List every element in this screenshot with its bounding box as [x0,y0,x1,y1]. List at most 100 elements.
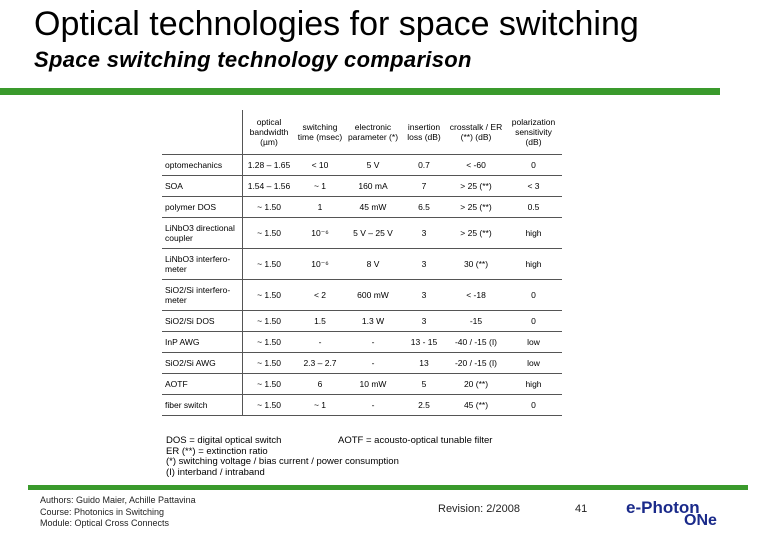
header-cell: crosstalk / ER (**) (dB) [447,110,505,155]
table-cell: 3 [401,279,447,311]
legend-line: DOS = digital optical switch [166,435,282,446]
table-cell: 30 (**) [447,248,505,280]
table-cell: < -18 [447,279,505,311]
table-cell: ~ 1 [295,175,345,197]
table-cell: -15 [447,310,505,332]
table-cell: ~ 1.50 [242,331,295,353]
table-cell: - [345,352,401,374]
table-cell: 5 V [345,154,401,176]
table-cell: 0 [505,279,562,311]
slide-subtitle: Space switching technology comparison [34,47,472,72]
legend: DOS = digital optical switch ER (**) = e… [166,435,492,478]
table-cell: ~ 1.50 [242,352,295,374]
table-cell: 1.54 – 1.56 [242,175,295,197]
table-cell: 160 mA [345,175,401,197]
table-cell: 13 - 15 [401,331,447,353]
logo-line1: e-Photon [626,498,700,517]
logo-line2: ONe [684,512,717,529]
table-cell: - [345,394,401,416]
table-cell: 3 [401,248,447,280]
table-cell: 600 mW [345,279,401,311]
table-cell: low [505,331,562,353]
table-cell: 10⁻⁶ [295,248,345,280]
table-row: SiO2/Si AWG ~ 1.50 2.3 – 2.7-13 -20 / -15 (… [162,352,562,374]
table-cell: 3 [401,217,447,249]
technology-name-cell: LiNbO3 directional coupler [162,217,243,249]
table-cell: -40 / -15 (I) [447,331,505,353]
table-cell: high [505,248,562,280]
table-cell: 13 [401,352,447,374]
table-row: SOA 1.54 – 1.56 ~ 1 160 mA 7 > 25 (**) < 3 [162,175,562,197]
legend-aotf: AOTF = acousto-optical tunable filter [338,435,493,446]
table-cell: 6 [295,373,345,395]
table-cell: - [345,331,401,353]
technology-name-cell: LiNbO3 interfero-meter [162,248,243,280]
technology-name-cell: optomechanics [162,154,243,176]
table-cell: 1 [295,196,345,218]
page-number: 41 [575,503,588,515]
table-cell: ~ 1.50 [242,394,295,416]
header-cell: polarization sensitivity (dB) [505,110,562,155]
table-row: optomechanics 1.28 – 1.65 < 10 5 V 0.7 < -60 0 [162,154,562,176]
table-cell: 0 [505,154,562,176]
table-cell: > 25 (**) [447,196,505,218]
technology-name-cell: fiber switch [162,394,243,416]
table-cell: high [505,217,562,249]
e-photon-one-logo: e-Photon ONe [626,498,736,534]
table-cell: 0 [505,394,562,416]
bottom-divider [28,485,748,490]
table-cell: > 25 (**) [447,217,505,249]
table-cell: 0.5 [505,196,562,218]
table-cell: ~ 1.50 [242,373,295,395]
table-cell: ~ 1.50 [242,310,295,332]
table-cell: 8 V [345,248,401,280]
footer-course: Course: Photonics in Switching [40,506,165,517]
table-cell: 2.5 [401,394,447,416]
table-cell: 6.5 [401,196,447,218]
table-cell: low [505,352,562,374]
technology-name-cell: SiO2/Si interfero-meter [162,279,243,311]
table-cell: 2.3 – 2.7 [295,352,345,374]
table-cell: 0 [505,310,562,332]
table-cell: ~ 1.50 [242,196,295,218]
table-cell: 3 [401,310,447,332]
legend-line: (*) switching voltage / bias current / p… [166,456,399,467]
table-cell: ~ 1.50 [242,248,295,280]
table-cell: < -60 [447,154,505,176]
header-cell [162,110,243,155]
legend-line: (I) interband / intraband [166,466,265,478]
table-cell: > 25 (**) [447,175,505,197]
comparison-table: optical bandwidth (µm) switching time (m… [162,110,562,416]
table-row: AOTF ~ 1.50 6 10 mW 5 20 (**) high [162,373,562,395]
table-cell: 45 mW [345,196,401,218]
table-row: InP AWG ~ 1.50- -13 - 15 -40 / -15 (I) low [162,331,562,353]
table-cell: < 3 [505,175,562,197]
table-row: LiNbO3 interfero-meter ~ 1.50 10⁻⁶ 8 V 3 30 (… [162,248,562,280]
table-cell: 7 [401,175,447,197]
legend-line: ER (**) = extinction ratio [166,445,268,457]
table-cell: ~ 1.50 [242,279,295,311]
technology-name-cell: SOA [162,175,243,197]
table-header-row: optical bandwidth (µm) switching time (m… [162,110,562,155]
table-row: SiO2/Si interfero-meter ~ 1.50 < 2 600 mW 3 <… [162,279,562,311]
footer-module: Module: Optical Cross Connects [40,518,170,528]
footer-revision: Revision: 2/2008 [438,503,520,515]
technology-name-cell: SiO2/Si AWG [162,352,243,374]
table-cell: ~ 1.50 [242,217,295,249]
table-cell: 20 (**) [447,373,505,395]
table-cell: 10⁻⁶ [295,217,345,249]
table-cell: 0.7 [401,154,447,176]
table-cell: 1.28 – 1.65 [242,154,295,176]
table-row: SiO2/Si DOS ~ 1.50 1.5 1.3 W 3 -15 0 [162,310,562,332]
table-cell: 10 mW [345,373,401,395]
table-row: LiNbO3 directional coupler ~ 1.50 10⁻⁶ 5 V … [162,217,562,249]
table-cell: 5 [401,373,447,395]
footer-credits: Authors: Guido Maier, Achille Pattavina … [40,495,196,530]
footer-authors: Authors: Guido Maier, Achille Pattavina [40,495,196,505]
header-cell: electronic parameter (*) [345,110,401,155]
table-cell: -20 / -15 (I) [447,352,505,374]
table-row: polymer DOS ~ 1.50 1 45 mW 6.5 > 25 (**) 0.5 [162,196,562,218]
header-cell: optical bandwidth (µm) [242,110,295,155]
technology-name-cell: polymer DOS [162,196,243,218]
table-cell: 1.5 [295,310,345,332]
